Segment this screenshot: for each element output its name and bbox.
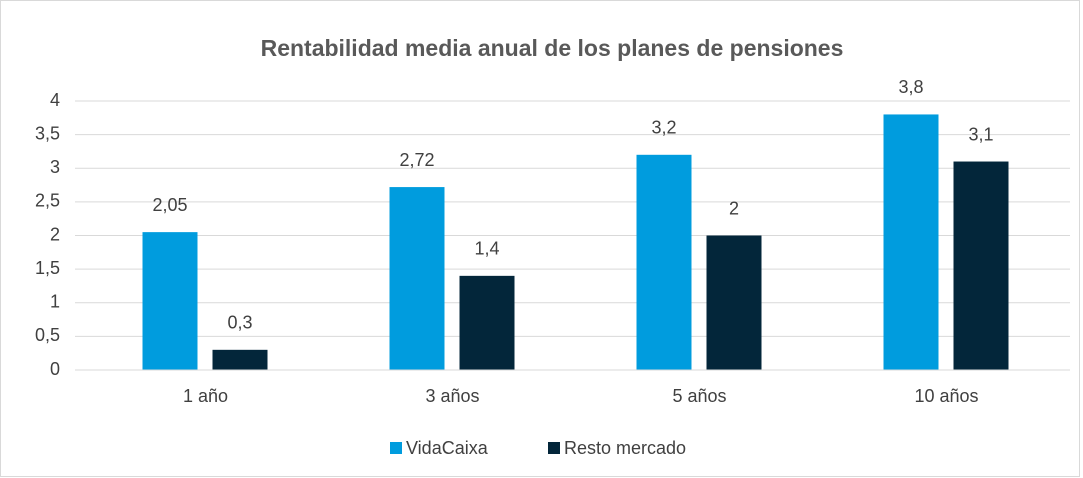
data-label: 2,05: [152, 195, 187, 215]
data-label: 0,3: [227, 313, 252, 333]
bar: [706, 235, 762, 370]
x-tick-label: 10 años: [914, 386, 978, 406]
data-label: 2,72: [399, 150, 434, 170]
legend-label: VidaCaixa: [406, 438, 489, 458]
legend-swatch: [390, 442, 402, 454]
bar: [883, 114, 939, 370]
x-tick-label: 3 años: [425, 386, 479, 406]
chart-title: Rentabilidad media anual de los planes d…: [261, 35, 844, 61]
data-label: 3,1: [968, 124, 993, 144]
data-label: 2: [729, 198, 739, 218]
y-tick-label: 3,5: [35, 123, 60, 143]
data-label: 1,4: [474, 239, 499, 259]
y-tick-label: 1,5: [35, 258, 60, 278]
y-tick-label: 0,5: [35, 325, 60, 345]
bar: [142, 232, 198, 370]
bar: [459, 275, 515, 370]
x-tick-label: 1 año: [183, 386, 228, 406]
y-tick-label: 2: [50, 224, 60, 244]
data-label: 3,8: [898, 77, 923, 97]
bar: [636, 154, 692, 370]
bar: [389, 187, 445, 370]
y-tick-label: 4: [50, 90, 60, 110]
y-tick-label: 1: [50, 292, 60, 312]
legend-swatch: [548, 442, 560, 454]
legend-label: Resto mercado: [564, 438, 686, 458]
bar: [212, 349, 268, 370]
x-tick-label: 5 años: [672, 386, 726, 406]
data-label: 3,2: [651, 118, 676, 138]
y-tick-label: 3: [50, 157, 60, 177]
y-tick-label: 2,5: [35, 191, 60, 211]
bar: [953, 161, 1009, 370]
y-tick-label: 0: [50, 359, 60, 379]
